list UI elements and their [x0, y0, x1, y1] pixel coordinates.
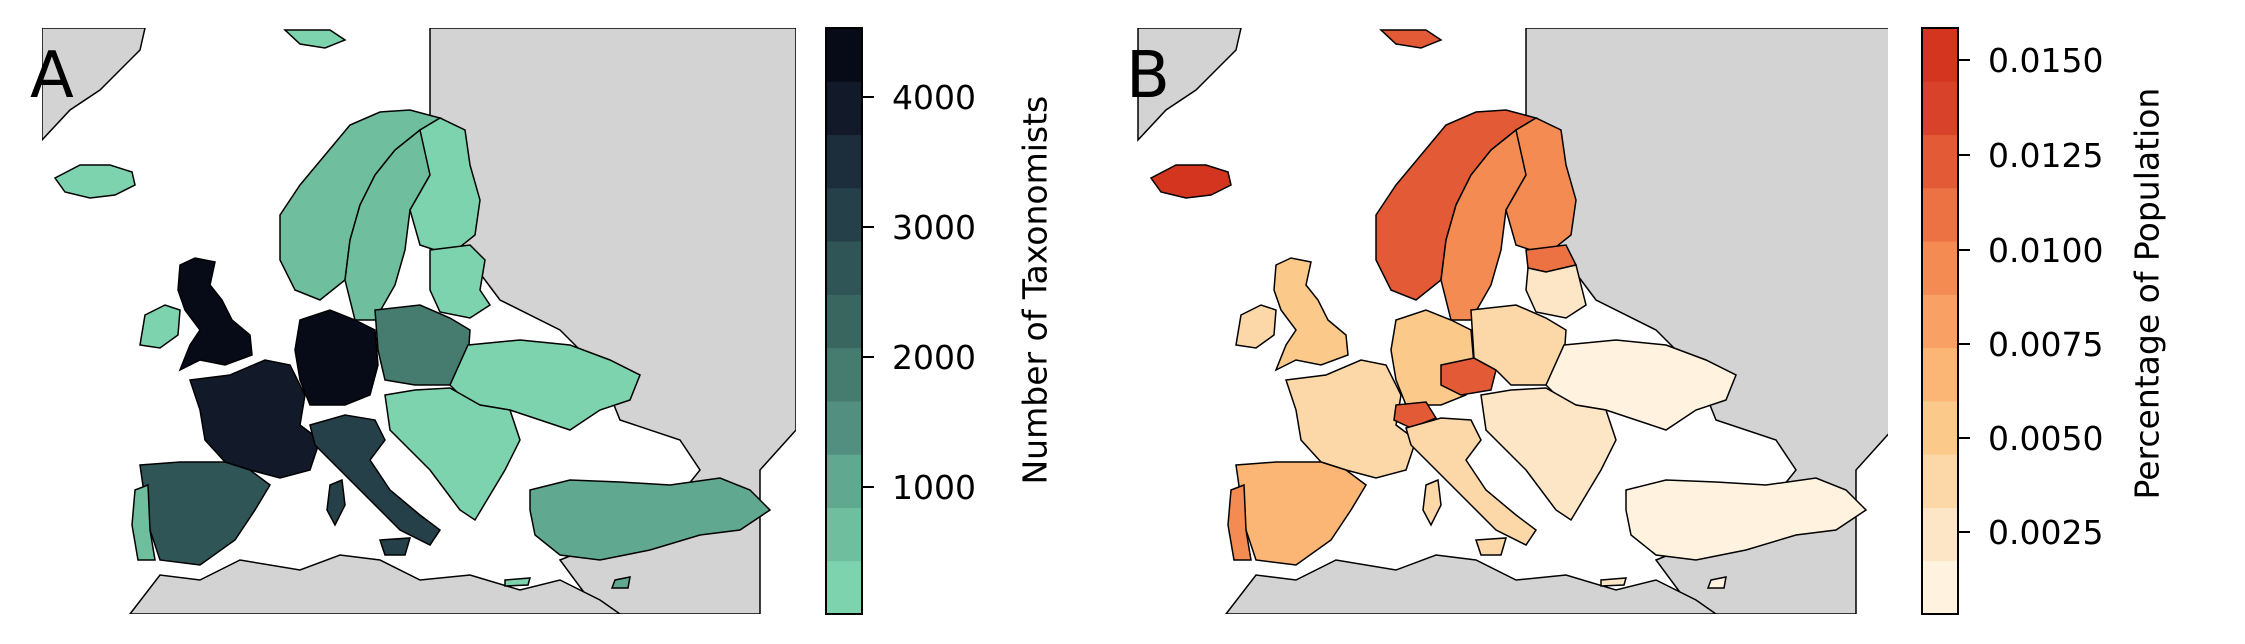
region-portugal: [1227, 483, 1252, 561]
colorbar-cell: [1922, 507, 1958, 562]
region-turkey: [529, 477, 772, 561]
region-balkans: [1480, 387, 1617, 522]
colorbar-a-tick-2000: 2000: [862, 338, 976, 377]
colorbar-a-cells: [826, 28, 862, 615]
region-sicily: [378, 537, 412, 556]
colorbar-b-tick-0.0125: 0.0125: [1958, 136, 2103, 175]
region-ireland: [1235, 304, 1277, 349]
colorbar-b-tick-label-0.0125: 0.0125: [1988, 136, 2103, 175]
panel-b-letter: B: [1126, 39, 1170, 113]
colorbar-cell: [826, 134, 862, 189]
region-united-kingdom: [1273, 257, 1349, 372]
region-cyprus: [1706, 576, 1727, 589]
colorbar-cell: [826, 294, 862, 349]
colorbar-b-tick-0.0100: 0.0100: [1958, 231, 2103, 270]
colorbar-a-tick-1000: 1000: [862, 468, 976, 507]
region-sardinia: [326, 478, 346, 527]
region-finland: [409, 117, 481, 256]
colorbar-cell: [826, 400, 862, 455]
north-africa: [129, 554, 622, 614]
colorbar-b-tick-0.0150: 0.0150: [1958, 41, 2103, 80]
colorbar-cell: [1922, 81, 1958, 136]
region-italy: [309, 414, 442, 546]
colorbar-b-tick-0.0050: 0.0050: [1958, 419, 2103, 458]
colorbar-cell: [826, 241, 862, 295]
colorbar-a-label: Number of Taxonomists: [1015, 95, 1055, 485]
north-africa: [1225, 554, 1718, 614]
colorbar-a-tick-label-1000: 1000: [892, 468, 976, 507]
colorbar-b-tick-label-0.0050: 0.0050: [1988, 419, 2103, 458]
region-svalbard: [1379, 29, 1443, 49]
colorbar-b-tick-label-0.0075: 0.0075: [1988, 325, 2103, 364]
panel-b-svg: 0.0025 0.0050 0.0075 0.0100 0.0125 0.015…: [1137, 27, 2103, 615]
colorbar-cell: [1922, 187, 1958, 242]
colorbar-b-label: Percentage of Population: [2127, 87, 2167, 500]
colorbar-b-frame: [1921, 27, 1959, 615]
region-svalbard: [283, 29, 347, 49]
colorbar-cell: [826, 454, 862, 508]
colorbar-a: 1000 2000 3000 4000: [825, 27, 976, 615]
greenland-fragment: [42, 28, 146, 142]
region-germany: [294, 309, 379, 406]
region-sicily: [1474, 537, 1508, 556]
region-cyprus: [610, 576, 631, 589]
region-france: [188, 359, 321, 479]
panel-b: 0.0025 0.0050 0.0075 0.0100 0.0125 0.015…: [1100, 0, 2245, 644]
region-portugal: [131, 483, 156, 561]
greenland-fragment: [1137, 28, 1242, 142]
colorbar-cell: [1922, 560, 1958, 615]
colorbar-a-tick-label-4000: 4000: [892, 78, 976, 117]
region-turkey: [1625, 477, 1868, 561]
colorbar-b-tick-0.0075: 0.0075: [1958, 325, 2103, 364]
panel-a-letter: A: [30, 39, 74, 113]
map-a: [42, 28, 796, 614]
colorbar-cell: [1922, 347, 1958, 402]
colorbar-cell: [1922, 241, 1958, 295]
region-sardinia: [1422, 478, 1442, 527]
colorbar-a-frame: [825, 27, 863, 615]
colorbar-cell: [826, 507, 862, 562]
panel-a: 1000 2000 3000 4000 A Number of Taxonomi…: [0, 0, 1120, 644]
region-united-kingdom: [177, 257, 253, 372]
region-balkans: [384, 387, 521, 522]
region-france: [1284, 359, 1417, 479]
colorbar-cell: [1922, 294, 1958, 349]
colorbar-a-tick-label-3000: 3000: [892, 208, 976, 247]
colorbar-a-tick-4000: 4000: [862, 78, 976, 117]
colorbar-b-cells: [1922, 28, 1958, 615]
region-italy: [1405, 417, 1538, 546]
region-baltics-south: [1525, 264, 1587, 319]
region-iceland: [1149, 164, 1232, 199]
region-finland: [1505, 117, 1577, 256]
colorbar-b-tick-label-0.0025: 0.0025: [1988, 513, 2103, 552]
region-baltics: [429, 244, 492, 319]
colorbar-cell: [1922, 454, 1958, 508]
colorbar-cell: [1922, 134, 1958, 189]
colorbar-b-tick-label-0.0150: 0.0150: [1988, 41, 2103, 80]
colorbar-cell: [1922, 400, 1958, 455]
region-crete: [1600, 577, 1628, 587]
colorbar-b-tick-label-0.0100: 0.0100: [1988, 231, 2103, 270]
map-b: [1137, 28, 1888, 614]
colorbar-cell: [826, 28, 862, 82]
colorbar-a-tick-3000: 3000: [862, 208, 976, 247]
colorbar-cell: [826, 560, 862, 615]
colorbar-cell: [826, 81, 862, 136]
colorbar-b: 0.0025 0.0050 0.0075 0.0100 0.0125 0.015…: [1921, 27, 2103, 615]
colorbar-a-tick-label-2000: 2000: [892, 338, 976, 377]
colorbar-cell: [826, 347, 862, 402]
panel-a-svg: 1000 2000 3000 4000: [42, 27, 976, 615]
region-crete: [504, 577, 532, 587]
colorbar-cell: [826, 187, 862, 242]
colorbar-b-tick-0.0025: 0.0025: [1958, 513, 2103, 552]
colorbar-cell: [1922, 28, 1958, 82]
region-ireland: [139, 304, 181, 349]
region-iceland: [53, 164, 136, 199]
